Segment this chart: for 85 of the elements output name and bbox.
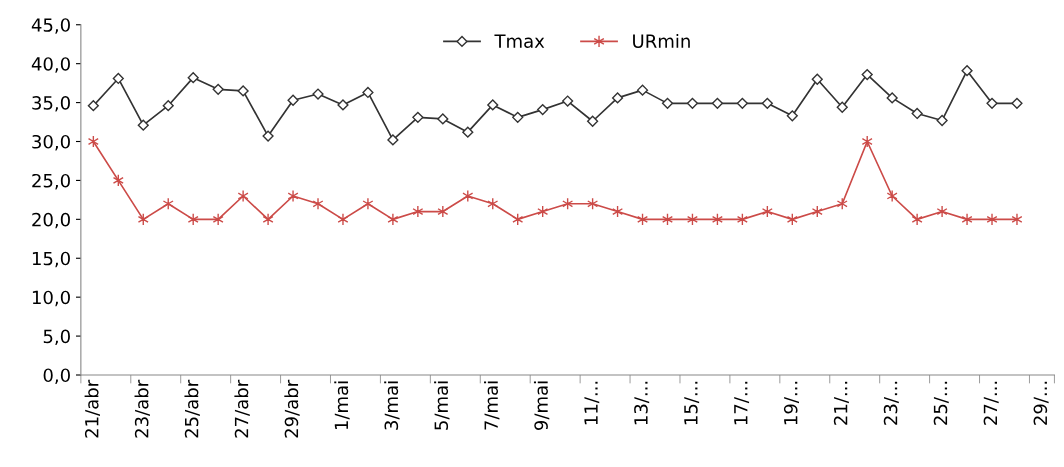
point — [711, 97, 724, 109]
point — [462, 126, 474, 138]
point — [986, 213, 998, 226]
point — [587, 115, 599, 127]
point — [487, 99, 499, 111]
point — [137, 119, 149, 131]
point — [437, 113, 449, 125]
point — [412, 205, 424, 218]
point — [512, 111, 524, 123]
point — [811, 73, 823, 85]
x-tick-label: 9/mai — [533, 381, 550, 430]
x-tick-label: 21/abr — [84, 379, 100, 438]
y-tick-label: 45,0 — [31, 18, 70, 34]
y-tick-label: 5,0 — [43, 329, 70, 346]
point — [362, 197, 374, 211]
point — [886, 92, 898, 104]
point — [287, 189, 299, 203]
x-tick-label: 17/... — [734, 381, 750, 425]
x-tick-label: 25/abr — [184, 379, 200, 438]
point — [162, 100, 174, 112]
point — [412, 111, 424, 123]
point — [911, 213, 923, 226]
point — [911, 107, 923, 120]
point — [312, 197, 324, 211]
point — [786, 110, 798, 122]
y-tick-label: 30,0 — [32, 134, 70, 151]
y-tick-label: 15,0 — [32, 251, 70, 268]
point — [636, 84, 649, 96]
point — [187, 72, 199, 84]
point — [761, 97, 773, 109]
x-tick-label: 23/... — [883, 381, 899, 425]
point — [437, 205, 449, 218]
x-tick-label: 29/... — [1033, 381, 1049, 425]
x-tick-label: 19/... — [783, 381, 799, 425]
point — [387, 213, 399, 226]
point — [212, 83, 224, 95]
x-tick-label: 11/... — [584, 381, 600, 425]
point — [337, 99, 349, 111]
x-tick-label: 5/mai — [434, 381, 450, 430]
point — [936, 205, 948, 218]
point — [387, 134, 399, 146]
point — [836, 101, 848, 113]
legend-label: URmin — [633, 34, 690, 48]
x-tick-label: 29/abr — [284, 379, 300, 438]
point — [736, 97, 748, 109]
point — [237, 189, 249, 203]
point — [337, 213, 349, 226]
point — [87, 100, 99, 112]
point — [362, 86, 374, 99]
point — [661, 97, 674, 109]
x-tick-label: 23/abr — [134, 379, 150, 438]
point — [936, 114, 948, 127]
x-tick-label: 25/... — [933, 381, 949, 425]
point — [961, 213, 973, 226]
y-tick-label: 10,0 — [32, 290, 70, 307]
point — [112, 72, 124, 85]
x-tick-label: 3/mai — [384, 381, 400, 430]
point — [686, 97, 699, 109]
legend-label: Tmax — [494, 34, 545, 48]
x-tick-label: 7/mai — [484, 381, 500, 430]
point — [262, 130, 274, 142]
x-tick-label: 21/... — [833, 381, 849, 425]
x-tick-label: 15/... — [684, 381, 700, 425]
point — [611, 92, 624, 104]
y-tick-label: 25,0 — [32, 173, 70, 190]
point — [961, 65, 973, 77]
x-tick-label: 13/... — [634, 381, 650, 425]
point — [537, 103, 549, 116]
point — [237, 85, 249, 97]
point — [287, 94, 299, 106]
x-tick-label: 1/mai — [334, 381, 350, 430]
x-tick-label: 27/... — [983, 381, 999, 425]
point — [986, 97, 998, 109]
point — [262, 213, 274, 226]
y-tick-label: 40,0 — [31, 57, 70, 73]
point — [562, 95, 574, 107]
x-tick-label: 27/abr — [234, 379, 250, 438]
y-tick-label: 0,0 — [43, 368, 70, 384]
point — [861, 68, 873, 81]
y-tick-label: 20,0 — [32, 212, 70, 229]
point — [1011, 213, 1023, 226]
point — [886, 189, 898, 203]
y-tick-label: 35,0 — [32, 96, 70, 112]
point — [1011, 97, 1023, 109]
point — [212, 213, 224, 226]
